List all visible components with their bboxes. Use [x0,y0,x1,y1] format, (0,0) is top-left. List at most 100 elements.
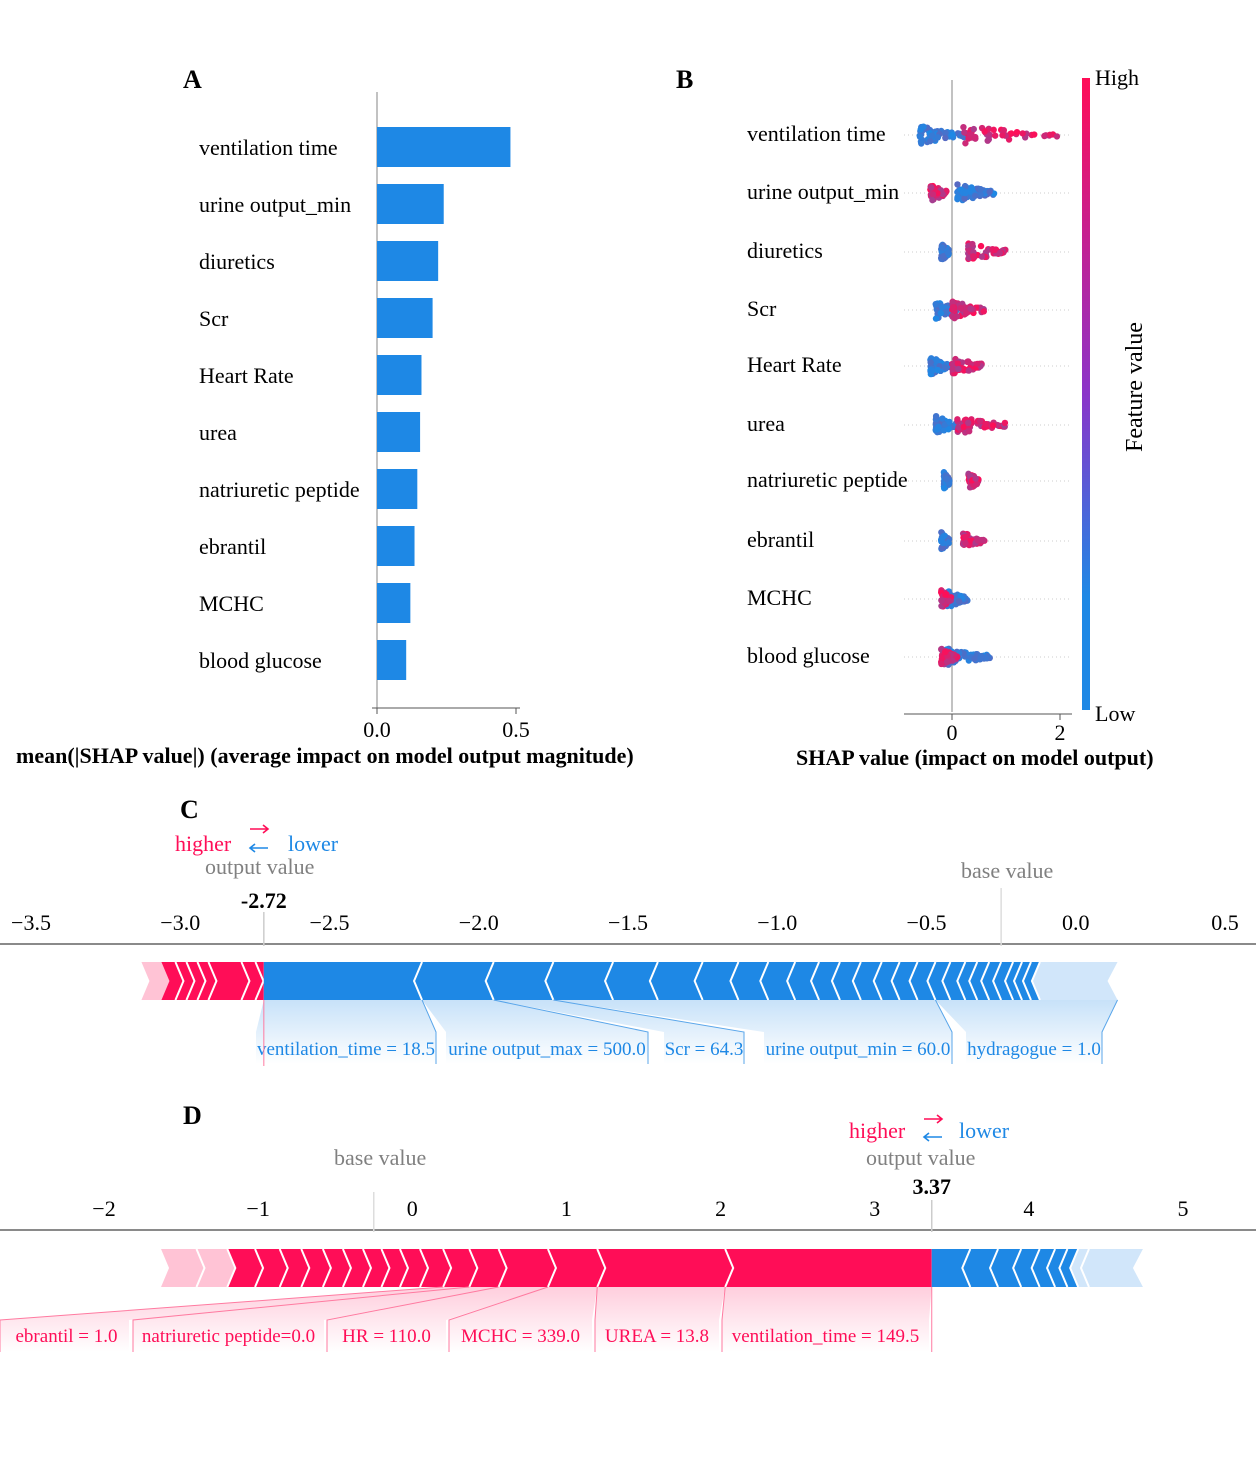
shap-point [966,131,974,138]
shap-point [955,423,962,431]
feature-label: Scr [747,296,777,321]
shap-point [980,308,988,315]
shap-point [939,244,946,251]
shap-point [938,536,945,544]
shap-point [934,366,941,374]
feature-callout-line [448,1286,549,1352]
feature-callout-shade [327,1287,548,1352]
feature-callout-line [493,999,649,1064]
feature-contribution-label: HR = 110.0 [342,1326,431,1347]
bar-urea [377,412,421,452]
feature-callout-shade [722,1287,932,1352]
bar-blood-glucose [377,640,407,680]
output-value-number: -2.72 [241,888,287,913]
chevron-left-icon [693,961,704,1001]
panel-c-force-plot: higher lower output value base value −3.… [0,824,1256,1066]
feature-callout-line [421,999,437,1064]
shap-point [932,412,940,420]
shap-point [986,188,993,195]
shap-point [982,420,990,428]
shap-point [954,194,961,201]
shap-point [943,308,950,315]
feature-callout-shade [553,1000,952,1064]
shap-point [970,125,977,133]
shap-point [945,597,953,605]
feature-contribution-label: hydragogue = 1.0 [967,1039,1101,1060]
chevron-left-icon [926,961,937,1001]
panel-c-label: C [180,795,199,824]
x-tick-label: −3.0 [160,910,200,935]
shap-point [996,249,1004,257]
feature-callout-line [1101,999,1118,1064]
chevron-left-icon [648,961,659,1001]
shap-point [1000,127,1008,134]
chevron-right-icon [362,1248,373,1288]
chevron-left-icon [992,961,1003,1001]
x-tick-label: −2.5 [310,910,350,935]
panel-c-base-value-label: base value [961,858,1053,883]
feature-callout-shade [0,1287,470,1352]
feature-label: natriuretic peptide [747,467,908,492]
shap-point [942,129,949,137]
shap-point [1046,131,1054,138]
shap-point [971,655,978,663]
shap-point [942,364,950,371]
panel-b-x-axis-label: SHAP value (impact on model output) [796,745,1154,770]
shap-point [940,484,948,492]
feature-callout-shade [133,1287,499,1352]
feature-label: ebrantil [199,534,266,559]
feature-label: Scr [199,306,229,331]
x-tick-label: 2 [715,1196,726,1221]
panel-a-bar-chart: mean(|SHAP value|) (average impact on mo… [16,92,634,768]
shap-point [938,660,945,668]
shap-point [991,132,999,139]
bar-scr [377,298,433,338]
chevron-right-icon [399,1248,410,1288]
chevron-left-icon [872,961,883,1001]
feature-label: urine output_min [199,192,351,217]
shap-point [939,544,946,552]
feature-label: MCHC [747,585,812,610]
shap-point [933,357,940,364]
shap-point [1008,130,1015,137]
chevron-right-icon [547,1248,558,1288]
panel-d-legend-higher: higher [849,1118,906,1143]
shap-point [965,428,973,435]
chevron-left-icon [544,961,555,1001]
x-tick-label: 0.5 [502,717,530,742]
chevron-left-icon [809,961,820,1001]
bar-urine-output-min [377,184,444,224]
shap-point [917,138,925,145]
shap-point [929,196,936,204]
feature-contribution-label: ventilation_time = 18.5 [257,1039,435,1060]
chevron-left-icon [980,961,991,1001]
shap-point [949,299,956,306]
shap-point [937,309,944,317]
shap-point [1019,130,1026,137]
feature-contribution-label: ventilation_time = 149.5 [732,1326,920,1347]
shap-point [962,539,969,547]
shap-point [1001,419,1009,427]
chevron-left-icon [908,961,919,1001]
shap-point [927,137,934,145]
panel-b-beeswarm: High Low Feature value SHAP value (impac… [747,65,1154,770]
chevron-right-icon [185,961,196,1001]
bar-diuretics [377,241,439,281]
chevron-left-icon [988,1248,999,1288]
feature-callout-line [594,1286,598,1352]
feature-label: urea [199,420,237,445]
shap-point [961,129,968,136]
shap-point [945,426,952,433]
shap-point [977,242,985,250]
feature-label: natriuretic peptide [199,477,360,502]
chevron-left-icon [786,961,797,1001]
chevron-right-icon [497,1248,508,1288]
chevron-left-icon [956,961,967,1001]
shap-point [917,126,924,133]
chevron-right-icon [254,961,265,1001]
shap-point [978,253,986,260]
positive-shap-segment [227,1249,932,1287]
chevron-left-icon [1045,1248,1056,1288]
feature-label: urine output_min [747,179,899,204]
x-tick-label: −0.5 [907,910,947,935]
